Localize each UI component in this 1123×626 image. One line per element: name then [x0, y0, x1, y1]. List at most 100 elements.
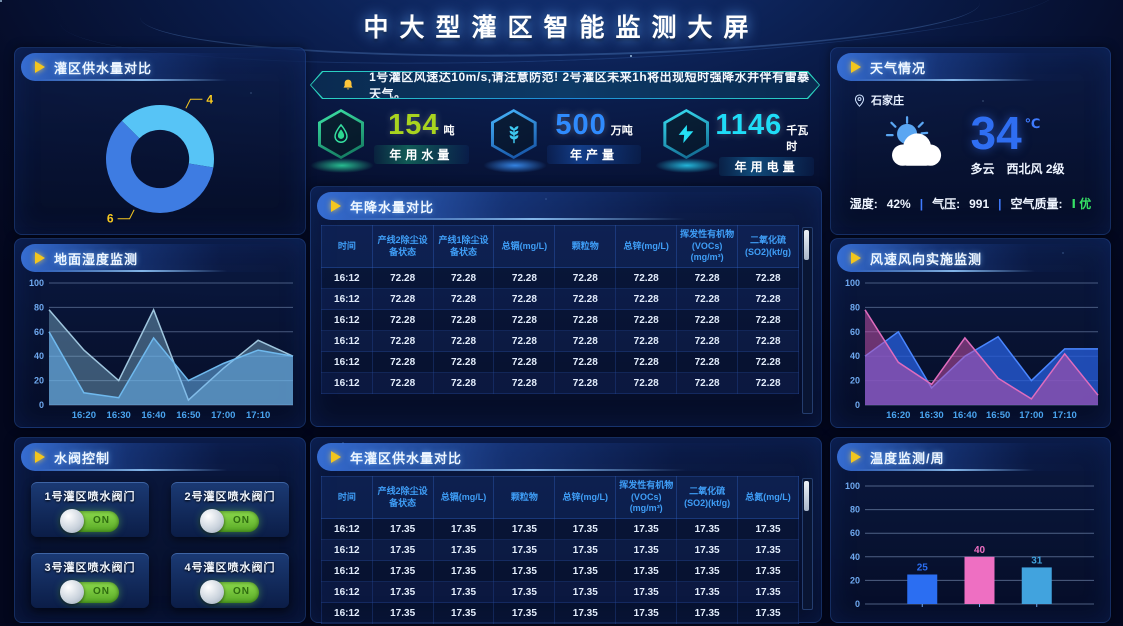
stat-value: 500: [555, 109, 607, 141]
table-cell: 72.28: [615, 330, 678, 353]
weather-stats: 湿度: 42% | 气压: 991 | 空气质量: Ⅰ 优: [849, 196, 1092, 212]
svg-text:16:30: 16:30: [919, 410, 943, 421]
scrollbar-thumb[interactable]: [804, 481, 809, 511]
table-cell: 16:12: [321, 539, 373, 562]
stat-annual-water: 154 吨 年用水量: [310, 103, 475, 179]
aqi-value: Ⅰ 优: [1071, 197, 1092, 211]
stat-glow-platform: [655, 158, 720, 173]
table-cell: 72.28: [676, 288, 739, 311]
table-cell: 16:12: [321, 518, 373, 541]
table-cell: 72.28: [615, 309, 678, 332]
table-cell: 17.35: [737, 518, 799, 541]
table-cell: 17.35: [432, 602, 495, 625]
panel-weather: 天气情况 石家庄: [830, 47, 1111, 235]
table-cell: 17.35: [432, 560, 495, 583]
arrow-icon: [851, 61, 861, 73]
panel-temperature: 温度监测/周 0 20 40 60 80 100 25 40 31: [830, 437, 1111, 623]
table-cell: 17.35: [493, 602, 556, 625]
column-header: 产线2除尘设备状态: [371, 475, 434, 520]
stat-label: 年产量: [546, 145, 642, 164]
weather-temp-unit: ℃: [1024, 116, 1041, 131]
arrow-icon: [35, 252, 45, 264]
table-cell: 17.35: [371, 560, 434, 583]
svg-text:16:40: 16:40: [953, 410, 977, 421]
table-cell: 72.28: [493, 372, 556, 395]
table-cell: 16:12: [321, 560, 373, 583]
panel-header: 地面湿度监测: [21, 244, 299, 272]
table-cell: 72.28: [432, 309, 495, 332]
decor-stars: [0, 0, 2, 2]
column-header: 时间: [321, 475, 373, 520]
table-cell: 72.28: [371, 330, 434, 353]
toggle-state-label: ON: [93, 585, 110, 597]
ground-humidity-chart: 0 20 40 60 80 100 16:20 16:30 16:40 16:50 17:00 17:…: [21, 275, 299, 421]
table-cell: 16:12: [321, 602, 373, 625]
svg-text:40: 40: [34, 351, 44, 361]
valve-toggle-3[interactable]: ON: [60, 579, 119, 604]
pressure-label: 气压:: [932, 197, 961, 211]
svg-text:0: 0: [855, 400, 860, 410]
stat-annual-power: 1146 千瓦时 年用电量: [655, 103, 820, 179]
bell-icon: [341, 78, 355, 93]
panel-header: 天气情况: [837, 53, 1104, 81]
table-cell: 72.28: [371, 309, 434, 332]
table-cell: 72.28: [371, 288, 434, 311]
column-header: 时间: [321, 224, 373, 269]
table-cell: 72.28: [676, 309, 739, 332]
panel-title: 天气情况: [870, 60, 927, 76]
toggle-knob[interactable]: [60, 508, 84, 533]
table-cell: 17.35: [493, 539, 556, 562]
table-cell: 72.28: [432, 330, 495, 353]
scrollbar[interactable]: [802, 478, 813, 610]
stat-cards: 154 吨 年用水量: [310, 103, 820, 179]
stat-icon-wrap: [655, 107, 720, 173]
rainfall-table: 时间 产线2除尘设备状态 产线1除尘设备状态 总镉(mg/L) 颗粒物 总锌(mg/L) 挥…: [321, 224, 799, 395]
toggle-knob[interactable]: [200, 508, 224, 533]
wheat-icon: [509, 126, 519, 144]
table-cell: 72.28: [493, 330, 556, 353]
lightning-icon: [679, 124, 694, 144]
valve-card-2: 2号灌区喷水阀门 ON: [171, 482, 289, 537]
table-cell: 72.28: [737, 330, 799, 353]
table-cell: 72.28: [432, 267, 495, 290]
column-header: 二氧化硫(SO2)(kt/g): [737, 224, 799, 269]
panel-header: 年降水量对比: [317, 192, 815, 220]
scrollbar[interactable]: [802, 227, 813, 414]
panel-header: 灌区供水量对比: [21, 53, 299, 81]
svg-text:25: 25: [917, 563, 929, 574]
page-header: 中大型灌区智能监测大屏: [0, 0, 1123, 46]
table-cell: 17.35: [371, 518, 434, 541]
panel-rainfall-table: 年降水量对比 时间 产线2除尘设备状态 产线1除尘设备状态 总镉(mg/L) 颗粒物 总锌…: [310, 186, 822, 427]
valve-toggle-4[interactable]: ON: [200, 579, 259, 604]
valve-toggle-2[interactable]: ON: [200, 508, 259, 533]
scrollbar-thumb[interactable]: [804, 230, 809, 260]
table-row: 16:12 17.35 17.35 17.35 17.35 17.35 17.35 17.35: [321, 581, 799, 604]
svg-text:100: 100: [845, 481, 860, 491]
stat-unit: 万吨: [610, 125, 633, 137]
toggle-knob[interactable]: [60, 579, 84, 604]
column-header: 挥发性有机物(VOCs)(mg/m³): [676, 224, 739, 269]
weather-main: 34 ℃ 多云 西北风 2级: [849, 110, 1096, 177]
supply-table: 时间 产线2除尘设备状态 总镉(mg/L) 颗粒物 总锌(mg/L) 挥发性有机物(VOC…: [321, 475, 799, 625]
svg-text:17:00: 17:00: [1019, 410, 1043, 421]
wind-chart: 0 20 40 60 80 100 16:20 16:30 16:40 16:50 17:00 17:…: [837, 275, 1104, 421]
table-cell: 72.28: [493, 267, 556, 290]
svg-text:80: 80: [850, 505, 860, 515]
valve-label: 1号灌区喷水阀门: [44, 490, 136, 503]
valve-toggle-1[interactable]: ON: [60, 508, 119, 533]
column-header: 总镉(mg/L): [432, 475, 495, 520]
svg-text:20: 20: [850, 376, 860, 386]
table-cell: 17.35: [432, 539, 495, 562]
svg-text:16:20: 16:20: [72, 410, 96, 421]
cloud-sun-icon: [886, 115, 942, 166]
table-cell: 72.28: [554, 267, 617, 290]
toggle-knob[interactable]: [200, 579, 224, 604]
arrow-icon: [851, 451, 861, 463]
table-cell: 72.28: [737, 351, 799, 374]
arrow-icon: [35, 61, 45, 73]
valve-card-1: 1号灌区喷水阀门 ON: [31, 482, 149, 537]
table-cell: 16:12: [321, 309, 373, 332]
table-row: 16:12 17.35 17.35 17.35 17.35 17.35 17.35 17.35: [321, 518, 799, 541]
svg-text:40: 40: [974, 545, 986, 556]
